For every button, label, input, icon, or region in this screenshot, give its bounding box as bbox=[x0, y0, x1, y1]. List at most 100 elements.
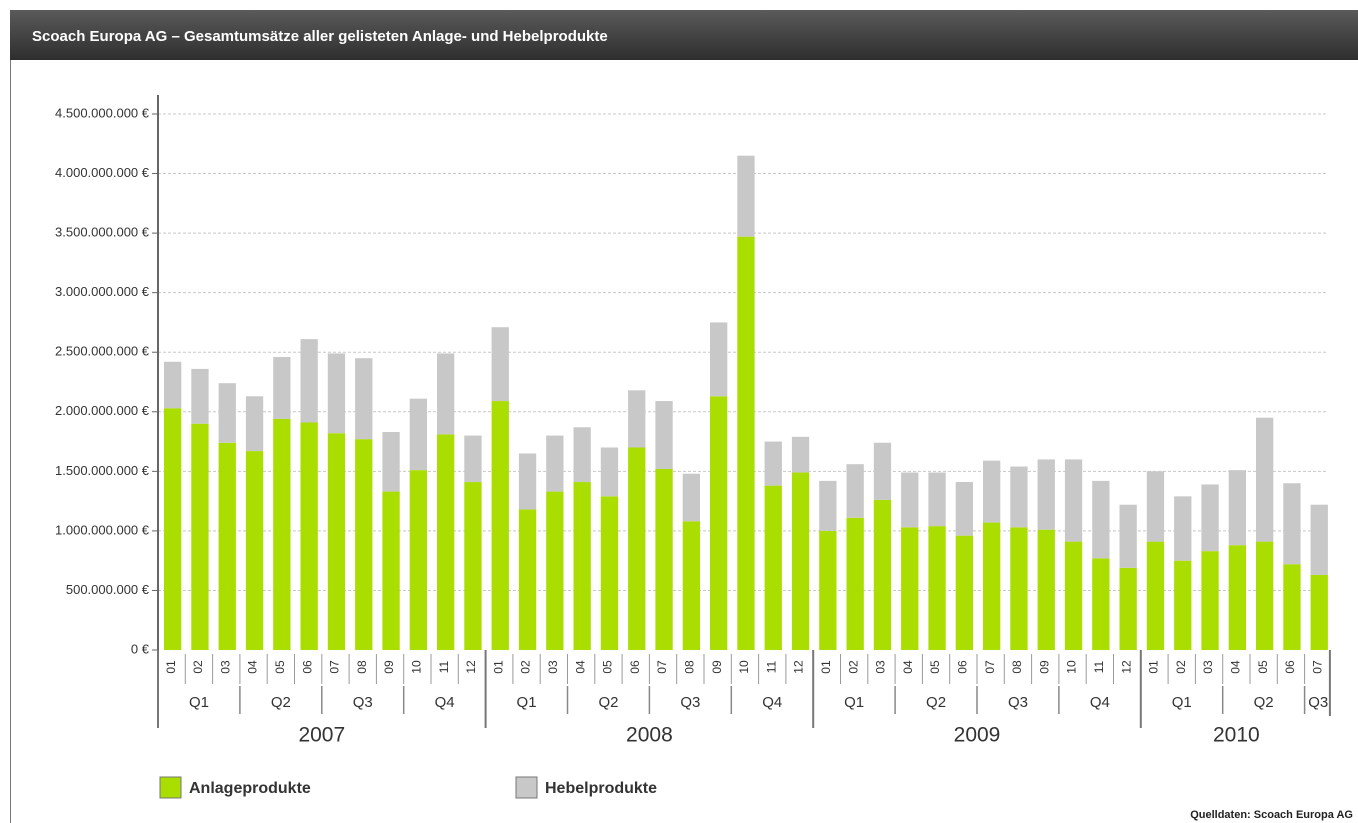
x-tick-label: 12 bbox=[792, 660, 806, 674]
x-tick-label: 01 bbox=[164, 660, 178, 674]
x-tick-label: 02 bbox=[191, 660, 205, 674]
bar-segment bbox=[245, 396, 264, 452]
x-tick-label: 05 bbox=[273, 660, 287, 674]
quarter-label: Q3 bbox=[680, 694, 700, 711]
quarter-label: Q1 bbox=[189, 694, 209, 711]
legend-label: Anlageprodukte bbox=[189, 780, 311, 797]
chart-title: Scoach Europa AG – Gesamtumsätze aller g… bbox=[32, 28, 608, 45]
x-tick-label: 09 bbox=[1037, 660, 1051, 674]
x-tick-label: 02 bbox=[846, 660, 860, 674]
bar-segment bbox=[245, 451, 264, 650]
quarter-label: Q4 bbox=[1090, 694, 1110, 711]
bar-segment bbox=[164, 408, 182, 650]
bar-segment bbox=[791, 436, 810, 473]
bar-segment bbox=[437, 353, 455, 435]
bar-segment bbox=[464, 435, 482, 483]
bar-segment bbox=[1283, 483, 1301, 565]
x-tick-label: 03 bbox=[218, 660, 232, 674]
x-tick-label: 06 bbox=[956, 660, 970, 674]
bar-segment bbox=[191, 368, 209, 424]
bar-segment bbox=[273, 356, 291, 419]
x-tick-label: 11 bbox=[1092, 660, 1106, 673]
bar-segment bbox=[737, 155, 755, 237]
bar-segment bbox=[1092, 480, 1110, 559]
bar-segment bbox=[191, 423, 209, 650]
bar-segment bbox=[409, 470, 427, 650]
x-tick-label: 04 bbox=[573, 660, 587, 674]
bar-segment bbox=[600, 496, 619, 650]
bar-segment bbox=[1174, 560, 1192, 650]
bar-segment bbox=[491, 327, 509, 402]
bar-segment bbox=[491, 401, 509, 650]
bar-segment bbox=[164, 361, 182, 409]
bar-segment bbox=[355, 358, 373, 440]
x-tick-label: 09 bbox=[382, 660, 396, 674]
bar-segment bbox=[300, 339, 318, 423]
bar-segment bbox=[682, 473, 700, 522]
quarter-label: Q2 bbox=[271, 694, 291, 711]
y-tick-label: 3.000.000.000 € bbox=[55, 284, 150, 299]
y-tick-label: 1.000.000.000 € bbox=[55, 522, 150, 537]
bar-segment bbox=[1064, 541, 1083, 650]
bar-segment bbox=[1256, 417, 1274, 542]
bar-segment bbox=[873, 499, 892, 650]
x-tick-label: 11 bbox=[764, 660, 778, 673]
bar-segment bbox=[983, 522, 1001, 650]
bar-segment bbox=[1037, 459, 1055, 530]
y-tick-label: 500.000.000 € bbox=[66, 582, 150, 597]
x-tick-label: 04 bbox=[901, 660, 915, 674]
bar-segment bbox=[382, 491, 400, 650]
year-label: 2010 bbox=[1213, 724, 1260, 747]
bar-segment bbox=[409, 398, 427, 471]
x-tick-label: 04 bbox=[246, 660, 260, 674]
bar-segment bbox=[1010, 527, 1028, 650]
bar-segment bbox=[273, 418, 291, 650]
x-tick-label: 02 bbox=[519, 660, 533, 674]
bar-segment bbox=[1256, 541, 1274, 650]
header-bar bbox=[10, 10, 1358, 60]
year-label: 2008 bbox=[626, 724, 673, 747]
bar-segment bbox=[1201, 484, 1219, 552]
x-tick-label: 06 bbox=[300, 660, 314, 674]
x-tick-label: 09 bbox=[710, 660, 724, 674]
quarter-label: Q3 bbox=[1308, 694, 1328, 711]
bar-segment bbox=[1146, 471, 1165, 542]
bar-segment bbox=[1228, 545, 1246, 650]
x-tick-label: 10 bbox=[1065, 660, 1079, 674]
bar-segment bbox=[355, 439, 373, 650]
bar-segment bbox=[901, 472, 919, 528]
legend-swatch bbox=[515, 776, 538, 799]
quarter-label: Q1 bbox=[844, 694, 864, 711]
bar-segment bbox=[983, 460, 1001, 523]
x-tick-label: 01 bbox=[491, 660, 505, 674]
bar-segment bbox=[655, 468, 673, 650]
bar-segment bbox=[382, 432, 400, 492]
bar-segment bbox=[518, 509, 537, 650]
x-tick-label: 05 bbox=[1256, 660, 1270, 674]
bar-segment bbox=[764, 441, 782, 486]
bar-segment bbox=[573, 427, 591, 483]
bar-segment bbox=[791, 472, 810, 650]
x-tick-label: 02 bbox=[1174, 660, 1188, 674]
bar-segment bbox=[218, 442, 236, 650]
x-tick-label: 07 bbox=[655, 660, 669, 674]
bar-segment bbox=[928, 526, 946, 650]
bar-segment bbox=[710, 322, 728, 397]
bar-segment bbox=[218, 383, 236, 443]
bar-segment bbox=[464, 482, 482, 650]
x-tick-label: 11 bbox=[437, 660, 451, 673]
bar-segment bbox=[546, 435, 564, 492]
x-tick-label: 01 bbox=[1147, 660, 1161, 674]
legend-swatch bbox=[159, 776, 182, 799]
year-label: 2007 bbox=[298, 724, 345, 747]
bar-segment bbox=[1310, 504, 1328, 575]
x-tick-label: 10 bbox=[737, 660, 751, 674]
bar-segment bbox=[819, 480, 837, 531]
bar-segment bbox=[1037, 529, 1055, 650]
bar-segment bbox=[655, 401, 673, 469]
bar-segment bbox=[710, 396, 728, 650]
quarter-label: Q1 bbox=[517, 694, 537, 711]
bar-segment bbox=[437, 434, 455, 650]
y-tick-label: 1.500.000.000 € bbox=[55, 463, 150, 478]
